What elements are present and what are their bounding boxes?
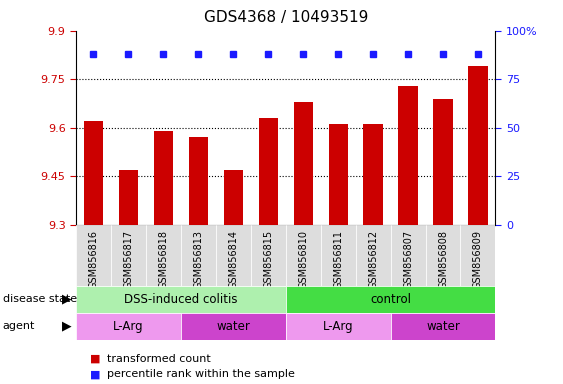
Bar [468,66,488,225]
Title: GDS4368 / 10493519: GDS4368 / 10493519 [204,10,368,25]
Bar [293,102,313,225]
Text: GSM856818: GSM856818 [158,230,168,288]
Text: water: water [426,320,460,333]
Bar [84,121,103,225]
Text: GSM856812: GSM856812 [368,230,378,289]
Bar [286,313,391,340]
Text: GSM856813: GSM856813 [193,230,203,288]
Bar [356,225,391,286]
Bar [251,225,286,286]
Bar [391,313,495,340]
Bar [111,225,146,286]
Bar [76,313,181,340]
Bar [181,313,286,340]
Text: L-Arg: L-Arg [113,320,144,333]
Bar [434,99,453,225]
Bar [461,225,495,286]
Bar [286,286,495,313]
Bar [76,286,286,313]
Text: ▶: ▶ [62,292,72,305]
Text: disease state: disease state [3,294,77,304]
Text: GSM856807: GSM856807 [403,230,413,289]
Bar [329,124,348,225]
Bar [119,170,138,225]
Text: GSM856811: GSM856811 [333,230,343,288]
Text: L-Arg: L-Arg [323,320,354,333]
Text: DSS-induced colitis: DSS-induced colitis [124,293,238,306]
Text: ■: ■ [90,354,101,364]
Bar [364,124,383,225]
Text: GSM856815: GSM856815 [263,230,273,289]
Text: water: water [216,320,250,333]
Bar [224,170,243,225]
Bar [321,225,356,286]
Text: percentile rank within the sample: percentile rank within the sample [107,369,295,379]
Bar [216,225,251,286]
Text: ▶: ▶ [62,319,72,332]
Text: GSM856810: GSM856810 [298,230,308,288]
Text: GSM856808: GSM856808 [438,230,448,288]
Bar [285,225,321,286]
Bar [391,225,426,286]
Bar [76,225,111,286]
Text: transformed count: transformed count [107,354,211,364]
Text: GSM856809: GSM856809 [473,230,483,288]
Text: agent: agent [3,321,35,331]
Text: GSM856814: GSM856814 [228,230,238,288]
Text: control: control [370,293,411,306]
Bar [189,137,208,225]
Bar [154,131,173,225]
Bar [426,225,461,286]
Text: GSM856816: GSM856816 [88,230,99,288]
Text: ■: ■ [90,369,101,379]
Bar [258,118,278,225]
Bar [399,86,418,225]
Bar [181,225,216,286]
Bar [146,225,181,286]
Text: GSM856817: GSM856817 [123,230,133,289]
